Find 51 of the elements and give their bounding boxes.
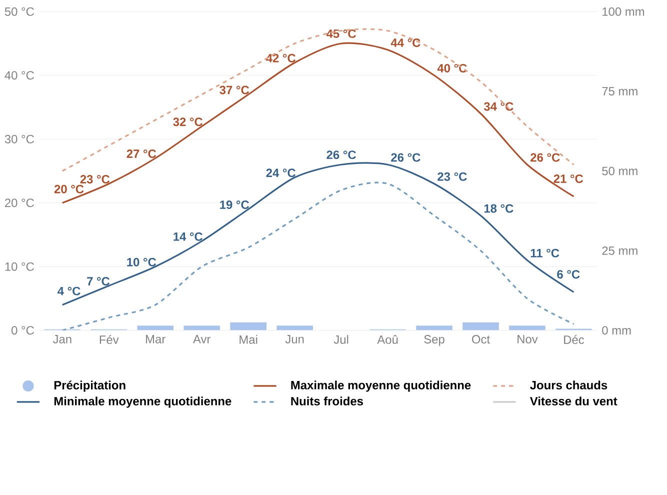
data-label: 27 °C xyxy=(126,149,156,158)
x-tick-label: Jun xyxy=(285,335,304,344)
legend-label: Vitesse du vent xyxy=(530,396,618,406)
data-label: 21 °C xyxy=(554,174,584,183)
y-tick-label: 10 °C xyxy=(5,262,34,271)
data-label: 23 °C xyxy=(80,174,110,184)
x-tick-label: Sep xyxy=(424,335,444,346)
legend-label: Maximale moyenne quotidienne xyxy=(291,380,471,392)
data-label: 14 °C xyxy=(174,232,203,241)
x-tick-label: Jan xyxy=(52,335,72,344)
data-label: 26 °C xyxy=(391,153,420,162)
data-label: 20 °C xyxy=(54,184,84,194)
data-label: 37 °C xyxy=(220,86,250,94)
x-tick-label: Nov xyxy=(518,335,538,344)
legend-label: Précipitation xyxy=(54,380,126,392)
data-label: 24 °C xyxy=(266,168,296,178)
x-tick-label: Fév xyxy=(100,335,119,344)
legend-label: Jours chauds xyxy=(530,380,608,390)
data-label: 44 °C xyxy=(390,38,420,47)
data-label: 42 °C xyxy=(266,54,296,62)
x-tick-label: Mar xyxy=(146,335,166,344)
x-tick-label: Avr xyxy=(193,335,211,344)
y2-tick-label: 25 mm xyxy=(602,246,638,255)
data-label: 26 °C xyxy=(326,150,356,160)
y2-tick-label: 100 mm xyxy=(602,7,644,16)
x-tick-label: Déc xyxy=(564,335,584,344)
y2-tick-label: 50 mm xyxy=(602,166,638,176)
y-tick-label: 30 °C xyxy=(4,134,34,144)
data-label: 45 °C xyxy=(326,29,356,38)
y2-tick-label: 75 mm xyxy=(602,87,638,96)
data-label: 32 °C xyxy=(173,118,203,126)
x-tick-label: Oct xyxy=(472,335,490,344)
data-label: 7 °C xyxy=(87,276,110,286)
y-tick-label: 50 °C xyxy=(4,7,34,16)
x-tick-label: Mai xyxy=(240,335,258,344)
data-label: 26 °C xyxy=(530,153,560,162)
data-label: 4 °C xyxy=(58,286,80,296)
data-label: 23 °C xyxy=(438,172,467,181)
legend-label: Minimale moyenne quotidienne xyxy=(54,396,232,408)
data-label: 10 °C xyxy=(127,258,156,266)
data-label: 11 °C xyxy=(530,248,560,258)
x-tick-label: Jul xyxy=(334,335,348,344)
data-label: 18 °C xyxy=(484,204,514,213)
x-tick-label: Aoû xyxy=(377,335,398,344)
data-label: 19 °C xyxy=(220,200,250,209)
data-label: 6 °C xyxy=(557,270,580,279)
y-tick-label: 40 °C xyxy=(4,71,34,80)
y-tick-label: 0 °C xyxy=(12,326,34,335)
y2-tick-label: 0 mm xyxy=(602,326,631,335)
y-tick-label: 20 °C xyxy=(5,198,34,208)
legend-label: Nuits froides xyxy=(291,396,363,406)
